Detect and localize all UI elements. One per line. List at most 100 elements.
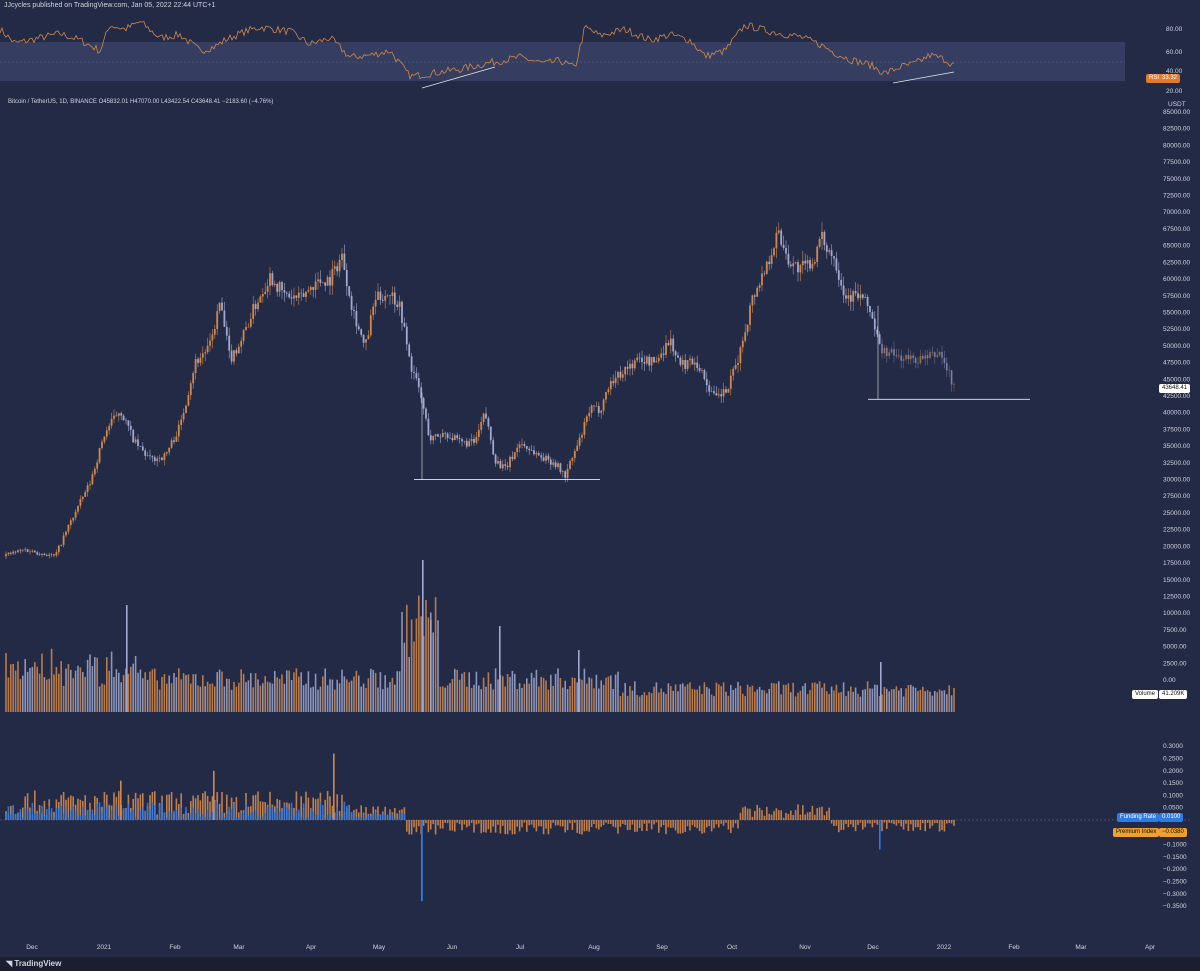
volume-bar (612, 689, 614, 712)
candle-body (463, 440, 466, 442)
candle-body (806, 260, 809, 264)
candle-body (828, 250, 831, 252)
volume-spike (126, 605, 128, 712)
time-tick-label: Nov (799, 944, 811, 951)
volume-bar (607, 676, 610, 712)
premium-bar (898, 820, 900, 824)
candle-body (427, 418, 430, 435)
volume-bar (310, 687, 312, 712)
volume-bar (355, 670, 358, 712)
candle-body (590, 405, 593, 413)
candle-body (499, 461, 502, 469)
candle-body (21, 550, 24, 551)
candle-body (93, 468, 96, 475)
time-tick-label: Dec (867, 944, 879, 951)
candle-body (144, 450, 147, 456)
funding-bar (226, 814, 228, 820)
candle-body (881, 343, 883, 354)
premium-bar (905, 820, 907, 824)
candle-body (132, 429, 135, 443)
volume-bar (38, 673, 41, 712)
candle-body (641, 357, 643, 362)
volume-bar (838, 692, 840, 712)
premium-bar (607, 820, 610, 824)
volume-bar (521, 687, 523, 712)
volume-bar (715, 682, 718, 712)
funding-bar (264, 813, 266, 820)
funding-bar (53, 817, 55, 820)
candle-body (216, 311, 219, 329)
volume-bar (370, 668, 372, 712)
premium-bar (338, 811, 341, 820)
premium-bar (732, 820, 734, 828)
symbol-ohlc-line: Bitcoin / TetherUS, 1D, BINANCE O45832.0… (8, 99, 274, 105)
premium-bar (466, 820, 468, 828)
volume-bar (276, 677, 278, 712)
premium-bar (305, 791, 307, 820)
price-tick-label: 7500.00 (1163, 627, 1187, 634)
funding-bar (178, 818, 180, 820)
volume-bar (523, 683, 526, 712)
candle-body (276, 284, 279, 292)
volume-bar (490, 683, 492, 712)
premium-bar (749, 808, 751, 820)
funding-bar (50, 808, 53, 820)
premium-bar (768, 813, 770, 820)
premium-bar (737, 820, 739, 829)
price-tick-label: 60000.00 (1163, 276, 1190, 283)
price-tick-label: 22500.00 (1163, 527, 1190, 534)
funding-bar (103, 803, 106, 820)
volume-bar (439, 686, 442, 712)
candle-body (153, 457, 156, 461)
funding-bar (65, 806, 67, 820)
funding-tick-label: 0.1000 (1163, 792, 1183, 799)
candle-body (689, 358, 691, 361)
volume-bar (12, 664, 14, 712)
premium-bar (410, 820, 413, 835)
volume-bar (307, 671, 310, 712)
premium-bar (247, 806, 250, 820)
funding-bar (367, 815, 370, 820)
premium-bar (526, 820, 528, 832)
premium-bar (631, 820, 634, 825)
candle-body (444, 432, 447, 434)
candle-body (849, 295, 852, 302)
volume-bar (26, 671, 29, 712)
candle-body (545, 455, 547, 461)
volume-bar (749, 686, 751, 712)
volume-bar (780, 694, 782, 712)
volume-bar (698, 685, 701, 712)
volume-bar (288, 670, 290, 712)
premium-bar (257, 791, 259, 820)
volume-bar (941, 690, 943, 712)
volume-bar (444, 687, 446, 712)
candle-body (825, 245, 828, 252)
candle-body (725, 389, 727, 393)
logo-text: TradingView (14, 959, 62, 968)
time-tick-label: Oct (727, 944, 737, 951)
candle-body (696, 362, 699, 369)
candle-body (917, 362, 919, 364)
tradingview-logo[interactable]: ◥ TradingView (6, 959, 61, 968)
premium-bar (665, 820, 667, 835)
rsi-trendlines (421, 66, 955, 89)
premium-bar (576, 820, 578, 833)
volume-bar (348, 682, 350, 712)
funding-bar (24, 808, 26, 820)
candle-body (561, 471, 564, 473)
volume-bar (317, 689, 319, 712)
candle-body (485, 413, 487, 419)
volume-bars (5, 560, 955, 712)
volume-bar (77, 665, 79, 712)
candle-body (497, 461, 499, 464)
candle-body (540, 455, 543, 458)
premium-spike (120, 780, 122, 820)
time-tick-label: Apr (1145, 944, 1156, 951)
premium-bar (84, 795, 86, 820)
premium-bar (715, 820, 718, 825)
candle-body (705, 379, 708, 386)
rsi-tick-label: 20.00 (1166, 88, 1183, 95)
candle-body (396, 304, 399, 307)
premium-bar (230, 797, 233, 820)
